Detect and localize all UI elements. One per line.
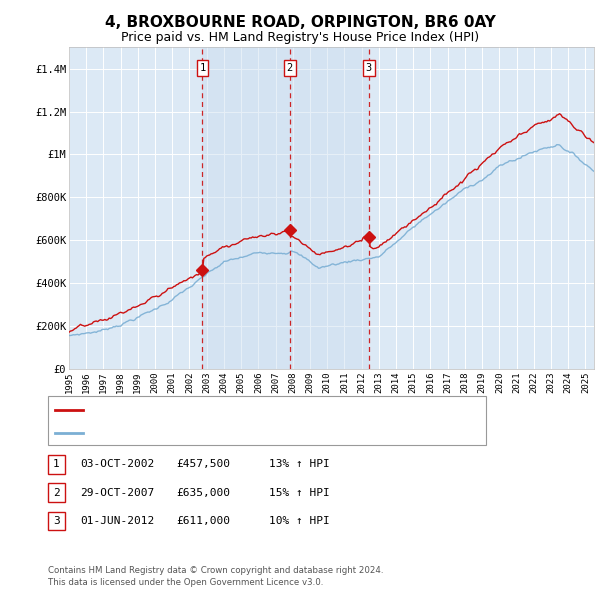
Text: 4, BROXBOURNE ROAD, ORPINGTON, BR6 0AY (detached house): 4, BROXBOURNE ROAD, ORPINGTON, BR6 0AY (… — [88, 405, 402, 415]
Text: 3: 3 — [53, 516, 60, 526]
Text: 4, BROXBOURNE ROAD, ORPINGTON, BR6 0AY: 4, BROXBOURNE ROAD, ORPINGTON, BR6 0AY — [104, 15, 496, 30]
Text: 03-OCT-2002: 03-OCT-2002 — [80, 460, 154, 469]
Text: 2: 2 — [53, 488, 60, 497]
Text: 2: 2 — [287, 63, 293, 73]
Text: Contains HM Land Registry data © Crown copyright and database right 2024.
This d: Contains HM Land Registry data © Crown c… — [48, 566, 383, 587]
Text: HPI: Average price, detached house, Bromley: HPI: Average price, detached house, Brom… — [88, 428, 309, 438]
Text: 01-JUN-2012: 01-JUN-2012 — [80, 516, 154, 526]
Text: Price paid vs. HM Land Registry's House Price Index (HPI): Price paid vs. HM Land Registry's House … — [121, 31, 479, 44]
Text: 1: 1 — [199, 63, 206, 73]
Text: £611,000: £611,000 — [176, 516, 230, 526]
Text: 1: 1 — [53, 460, 60, 469]
Text: £457,500: £457,500 — [176, 460, 230, 469]
Text: 10% ↑ HPI: 10% ↑ HPI — [269, 516, 329, 526]
Text: 15% ↑ HPI: 15% ↑ HPI — [269, 488, 329, 497]
Text: £635,000: £635,000 — [176, 488, 230, 497]
Text: 13% ↑ HPI: 13% ↑ HPI — [269, 460, 329, 469]
Text: 29-OCT-2007: 29-OCT-2007 — [80, 488, 154, 497]
Bar — [202, 47, 290, 369]
Text: 3: 3 — [366, 63, 372, 73]
Bar — [290, 47, 369, 369]
